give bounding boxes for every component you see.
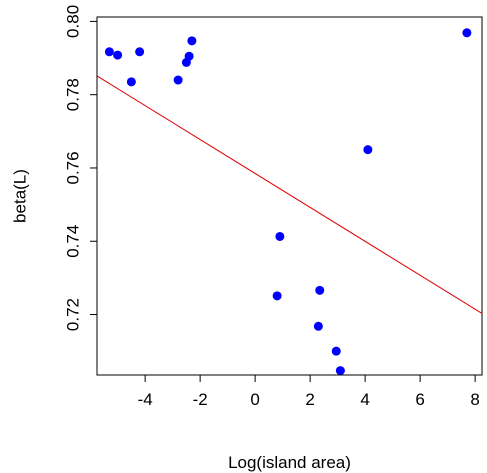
y-tick-label: 0.80 (64, 5, 83, 38)
data-point (173, 75, 183, 85)
data-point (272, 291, 282, 301)
x-tick-label: 8 (470, 390, 479, 409)
x-tick-label: 0 (250, 390, 259, 409)
x-axis-title: Log(island area) (228, 453, 351, 472)
data-point (135, 47, 145, 57)
data-point (363, 145, 373, 155)
points-layer (104, 28, 472, 376)
y-tick-label: 0.74 (64, 225, 83, 258)
x-axis: -4 -2 0 2 4 6 8 (138, 374, 480, 409)
y-tick-label: 0.78 (64, 78, 83, 111)
data-point (187, 36, 197, 46)
data-point (184, 51, 194, 61)
data-point (315, 285, 325, 295)
data-point (331, 346, 341, 356)
data-point (126, 77, 136, 87)
regression-line (96, 75, 483, 314)
data-point (313, 321, 323, 331)
x-tick-label: -4 (138, 390, 153, 409)
data-point (462, 28, 472, 38)
y-axis: 0.72 0.74 0.76 0.78 0.80 (64, 5, 98, 331)
data-point (104, 47, 114, 57)
y-axis-title: beta(L) (11, 169, 30, 223)
x-tick-label: 4 (360, 390, 369, 409)
fit-line-layer (96, 75, 483, 314)
y-tick-label: 0.72 (64, 298, 83, 331)
data-point (113, 50, 123, 60)
x-tick-label: 6 (415, 390, 424, 409)
plot-frame (96, 16, 483, 376)
x-tick-label: -2 (193, 390, 208, 409)
data-point (335, 366, 345, 376)
y-tick-label: 0.76 (64, 151, 83, 184)
data-point (275, 231, 285, 241)
x-tick-label: 2 (305, 390, 314, 409)
